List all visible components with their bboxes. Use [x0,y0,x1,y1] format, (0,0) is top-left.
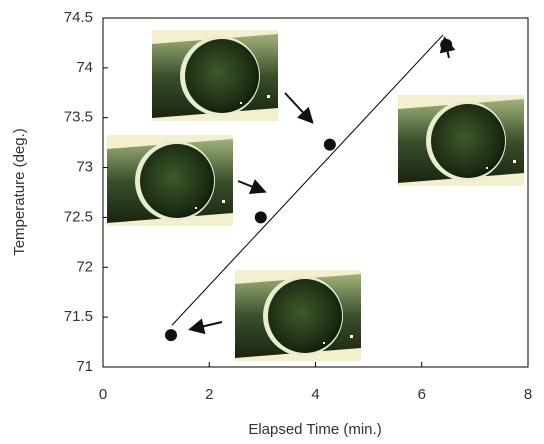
x-tick-label: 2 [205,386,213,403]
y-tick-label: 71 [76,358,93,375]
x-tick-label: 0 [99,386,107,403]
x-tick-label: 4 [311,386,319,403]
y-tick-label: 73 [76,159,93,176]
y-axis-title: Temperature (deg.) [11,128,28,256]
y-tick-label: 74.5 [64,9,93,26]
data-point [254,211,267,224]
photos [107,30,524,361]
trend-line [171,34,444,326]
y-tick-label: 71.5 [64,308,93,325]
y-tick-label: 72 [76,258,93,275]
y-tick-label: 74 [76,59,93,76]
data-point [323,138,336,151]
y-tick-label: 73.5 [64,109,93,126]
x-tick-label: 6 [418,386,426,403]
y-tick-label: 72.5 [64,208,93,225]
x-tick-label: 8 [524,386,532,403]
x-axis-title: Elapsed Time (min.) [248,421,381,438]
data-point [165,329,177,342]
data-point [440,38,453,51]
